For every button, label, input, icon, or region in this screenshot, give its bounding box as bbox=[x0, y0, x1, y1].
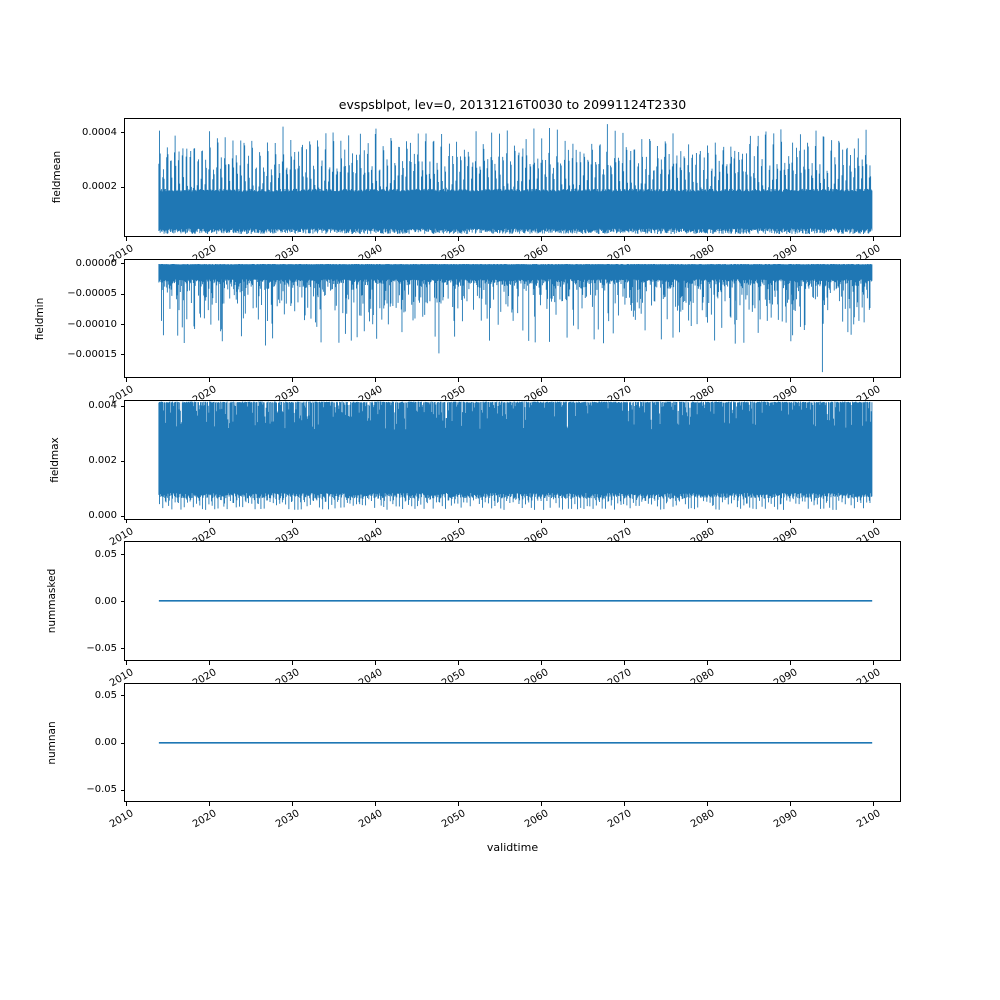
x-tick-mark bbox=[375, 801, 376, 806]
y-tick-mark bbox=[120, 263, 125, 265]
x-tick-mark bbox=[873, 377, 875, 382]
y-tick-mark bbox=[120, 186, 125, 188]
fieldmin-axes bbox=[124, 258, 901, 379]
x-tick-mark bbox=[873, 660, 875, 665]
x-axis-label: validtime bbox=[486, 841, 539, 854]
x-tick-mark bbox=[125, 801, 127, 806]
x-tick-mark bbox=[458, 519, 459, 524]
y-axis-label-numnan: numnan bbox=[46, 720, 58, 765]
x-tick-mark bbox=[624, 236, 625, 241]
x-tick-mark bbox=[375, 377, 376, 382]
y-tick-label: 0.0004 bbox=[82, 126, 117, 138]
fieldmean-series bbox=[158, 123, 873, 234]
y-tick-mark bbox=[120, 554, 125, 556]
x-tick-mark bbox=[790, 660, 792, 665]
y-tick-mark bbox=[120, 695, 125, 697]
x-tick-mark bbox=[541, 236, 542, 241]
y-tick-label: −0.05 bbox=[86, 784, 117, 796]
nummasked-axes bbox=[124, 541, 901, 661]
y-tick-label: 0.05 bbox=[94, 689, 117, 701]
y-axis-label-fieldmin: fieldmin bbox=[34, 297, 46, 340]
x-tick-mark bbox=[375, 519, 376, 524]
x-tick-mark bbox=[208, 801, 210, 806]
fieldmax-axes bbox=[124, 400, 901, 520]
x-tick-mark bbox=[541, 801, 542, 806]
y-tick-mark bbox=[120, 405, 125, 407]
x-tick-mark bbox=[208, 519, 210, 524]
x-tick-mark bbox=[873, 519, 875, 524]
x-tick-mark bbox=[375, 236, 376, 241]
y-axis-label-fieldmean: fieldmean bbox=[51, 151, 63, 204]
x-tick-mark bbox=[624, 377, 625, 382]
x-tick-mark bbox=[624, 519, 625, 524]
x-tick-mark bbox=[541, 519, 542, 524]
x-tick-mark bbox=[541, 660, 542, 665]
y-tick-label: 0.004 bbox=[88, 400, 117, 412]
y-axis-label-nummasked: nummasked bbox=[46, 568, 58, 634]
x-tick-mark bbox=[292, 801, 293, 806]
y-tick-mark bbox=[120, 789, 125, 791]
y-tick-label: 0.00 bbox=[94, 595, 117, 607]
x-tick-mark bbox=[707, 519, 709, 524]
y-tick-label: 0.000 bbox=[88, 510, 117, 522]
x-tick-mark bbox=[375, 660, 376, 665]
x-tick-mark bbox=[292, 377, 293, 382]
y-tick-label: −0.00015 bbox=[67, 348, 117, 360]
x-tick-mark bbox=[125, 236, 127, 241]
x-tick-mark bbox=[541, 377, 542, 382]
x-tick-mark bbox=[458, 377, 459, 382]
numnan-axes bbox=[124, 682, 901, 803]
x-tick-mark bbox=[125, 377, 127, 382]
x-tick-mark bbox=[707, 377, 709, 382]
y-tick-mark bbox=[120, 648, 125, 650]
fieldmean-axes bbox=[124, 117, 901, 238]
figure-title: evspsblpot, lev=0, 20131216T0030 to 2099… bbox=[338, 97, 687, 112]
y-tick-mark bbox=[120, 742, 125, 744]
y-tick-label: −0.05 bbox=[86, 642, 117, 654]
y-tick-mark bbox=[120, 293, 125, 295]
x-tick-mark bbox=[458, 660, 459, 665]
y-tick-mark bbox=[120, 460, 125, 462]
x-tick-mark bbox=[208, 660, 210, 665]
y-tick-label: 0.00000 bbox=[75, 257, 117, 269]
x-tick-mark bbox=[707, 660, 709, 665]
x-tick-mark bbox=[790, 377, 792, 382]
x-tick-mark bbox=[125, 519, 127, 524]
y-tick-label: 0.00 bbox=[94, 737, 117, 748]
x-tick-mark bbox=[790, 801, 792, 806]
y-tick-mark bbox=[120, 132, 125, 134]
fieldmin-series bbox=[158, 263, 873, 372]
fieldmax-series bbox=[158, 401, 873, 511]
x-tick-mark bbox=[707, 801, 709, 806]
x-tick-mark bbox=[292, 519, 293, 524]
x-tick-mark bbox=[624, 660, 625, 665]
y-tick-mark bbox=[120, 515, 125, 517]
y-tick-mark bbox=[120, 601, 125, 603]
y-tick-mark bbox=[120, 354, 125, 356]
y-tick-mark bbox=[120, 324, 125, 326]
x-tick-mark bbox=[624, 801, 625, 806]
x-tick-mark bbox=[790, 519, 792, 524]
x-tick-mark bbox=[873, 801, 875, 806]
y-tick-label: −0.00005 bbox=[67, 288, 117, 300]
x-tick-mark bbox=[458, 236, 459, 241]
x-tick-mark bbox=[458, 801, 459, 806]
y-tick-label: 0.002 bbox=[88, 455, 117, 467]
x-tick-mark bbox=[790, 236, 792, 241]
y-tick-label: −0.00010 bbox=[67, 318, 117, 330]
x-tick-mark bbox=[292, 660, 293, 665]
x-tick-mark bbox=[125, 660, 127, 665]
x-tick-mark bbox=[292, 236, 293, 241]
y-axis-label-fieldmax: fieldmax bbox=[49, 437, 61, 483]
x-tick-mark bbox=[873, 236, 875, 241]
y-tick-label: 0.05 bbox=[94, 548, 117, 560]
x-tick-mark bbox=[208, 377, 210, 382]
x-tick-mark bbox=[208, 236, 210, 241]
x-tick-mark bbox=[707, 236, 709, 241]
y-tick-label: 0.0002 bbox=[82, 181, 117, 193]
